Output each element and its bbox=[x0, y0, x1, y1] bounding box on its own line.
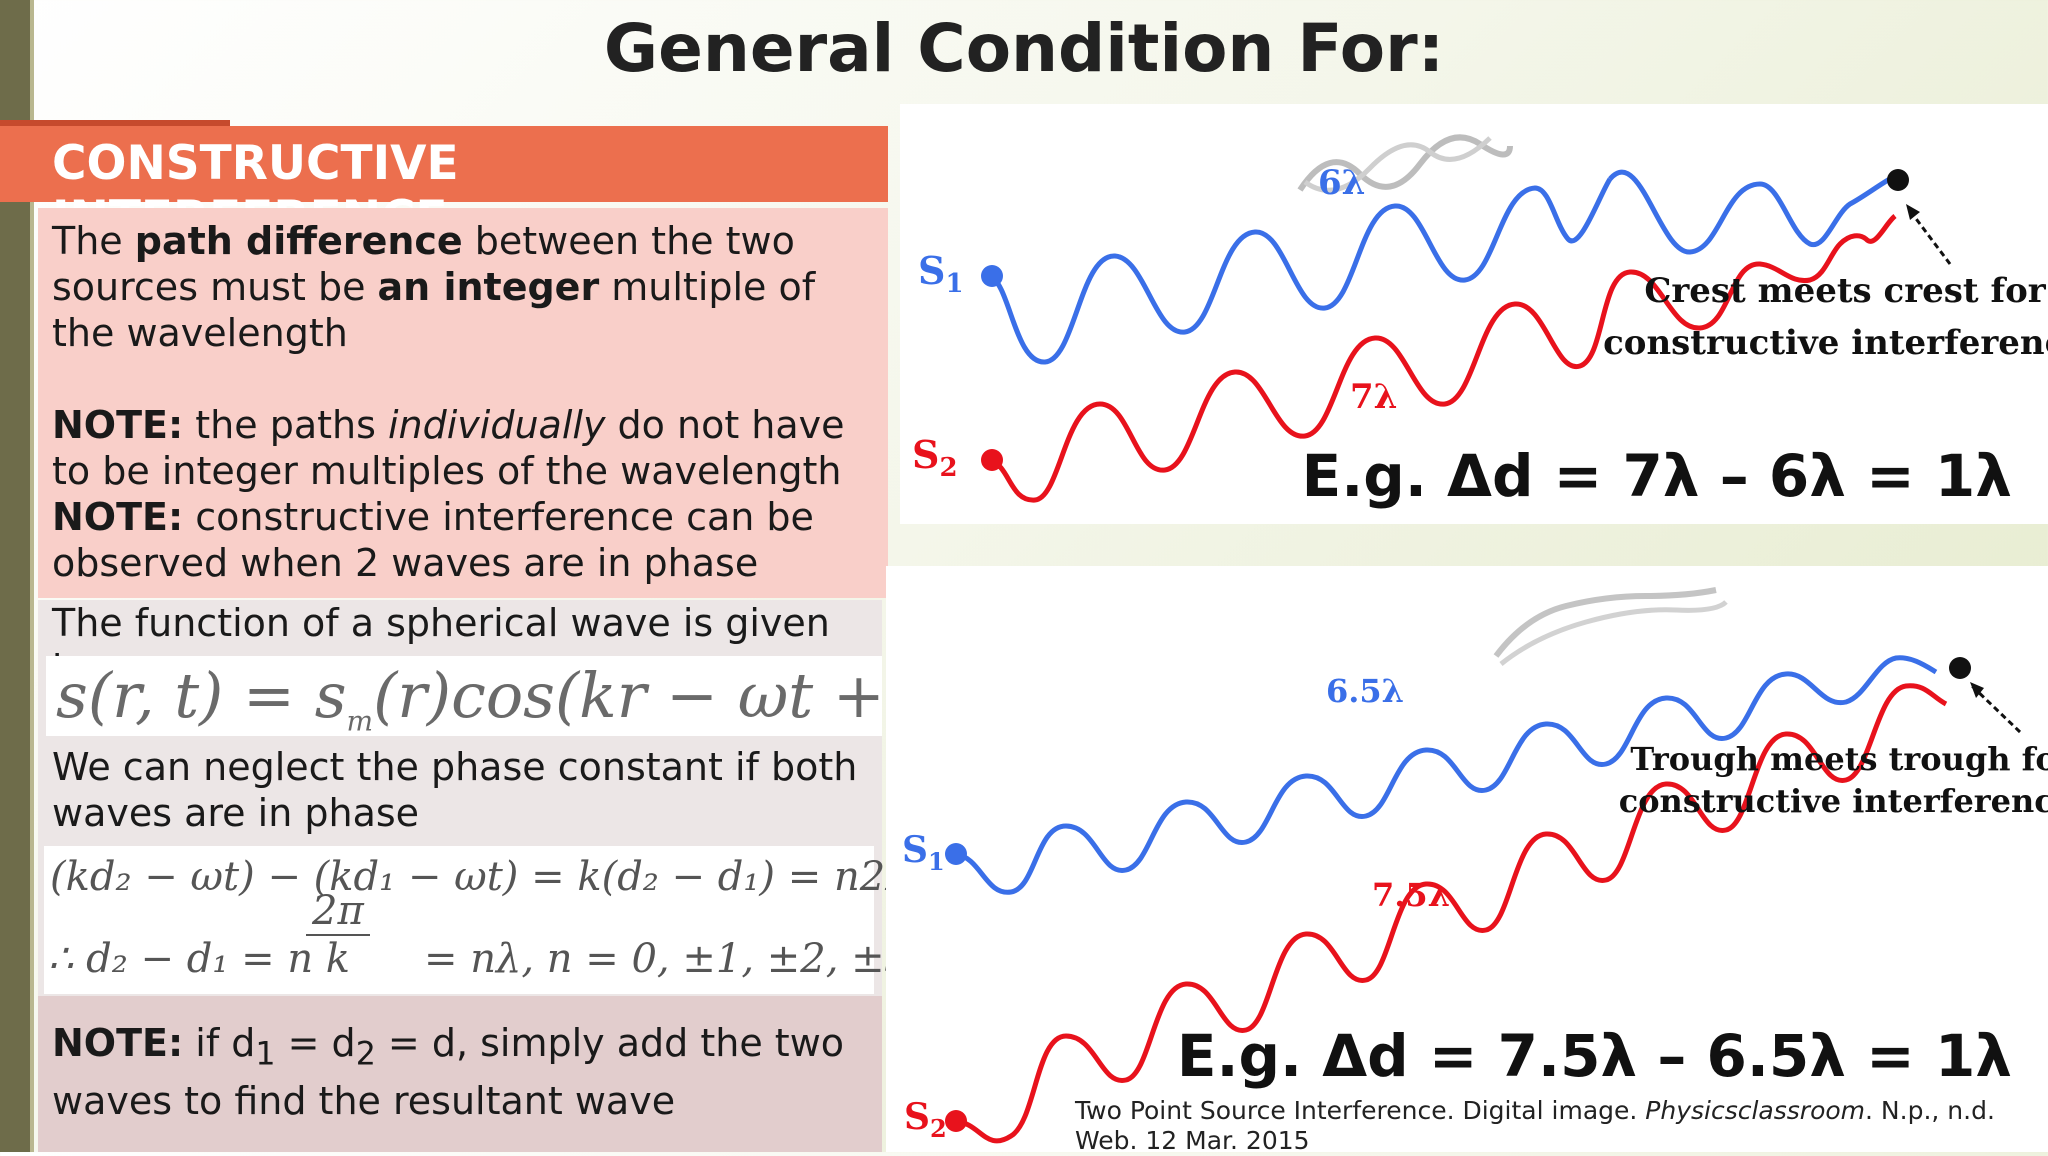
s2-label: S2 bbox=[912, 432, 958, 483]
caption-line-1: Trough meets trough for bbox=[1630, 740, 2048, 778]
red-wave-label: 7λ bbox=[1350, 377, 1398, 417]
s1-label: S1 bbox=[918, 248, 964, 299]
gray-wave-upper bbox=[1297, 134, 1513, 192]
blue-wave-label: 6λ bbox=[1318, 163, 1366, 203]
crest-meets-crest-diagram: S1 S2 6λ 7λ Crest meets crest for constr… bbox=[900, 104, 2048, 524]
pointer-arrow bbox=[1906, 207, 1952, 265]
gray-wave-upper bbox=[1493, 587, 1717, 658]
red-wave bbox=[955, 683, 1948, 1144]
spherical-wave-equation: s(r, t) = sm(r)cos(kr − ωt + φ) bbox=[46, 656, 972, 737]
caption-line-1: Crest meets crest for bbox=[1644, 271, 2046, 311]
caption-line-2: constructive interference. bbox=[1619, 782, 2048, 820]
phase-constant-text: We can neglect the phase constant if bot… bbox=[52, 745, 858, 835]
path-difference-text: The path difference between the two sour… bbox=[52, 219, 816, 355]
meeting-point-dot bbox=[1949, 657, 1971, 679]
example-top: E.g. Δd = 7λ – 6λ = 1λ bbox=[1301, 442, 2012, 510]
gray-wave-lower bbox=[1303, 136, 1492, 193]
source-s1-dot bbox=[981, 265, 1003, 287]
header-accent bbox=[0, 120, 230, 128]
note-individual-paths: NOTE: the paths individually do not have… bbox=[52, 403, 845, 493]
slide-title: General Condition For: bbox=[603, 10, 1445, 87]
condition-panel: The path difference between the two sour… bbox=[38, 208, 888, 598]
s2-label: S2 bbox=[904, 1096, 947, 1143]
note-in-phase: NOTE: constructive interference can be o… bbox=[52, 495, 814, 585]
pointer-arrow bbox=[1970, 684, 2022, 734]
blue-wave-tail bbox=[1608, 169, 1897, 255]
equation-line-2-end: = nλ, n = 0, ±1, ±2, ±3 bbox=[424, 936, 911, 982]
meeting-point-dot bbox=[1887, 169, 1909, 191]
image-credit: Two Point Source Interference. Digital i… bbox=[1075, 1096, 1995, 1155]
red-wave bbox=[988, 214, 1897, 503]
equation-fraction: 2π k bbox=[306, 888, 370, 982]
blue-wave bbox=[955, 655, 1938, 895]
spherical-wave-text: The function of a spherical wave is give… bbox=[52, 601, 830, 691]
s1-label: S1 bbox=[902, 829, 945, 876]
red-wave-label: 7.5λ bbox=[1372, 876, 1450, 914]
example-bottom: E.g. Δd = 7.5λ – 6.5λ = 1λ bbox=[1176, 1022, 2012, 1090]
source-s1-dot bbox=[945, 843, 967, 865]
path-difference-equation: (kd₂ − ωt) − (kd₁ − ωt) = k(d₂ − d₁) = n… bbox=[44, 846, 911, 994]
derivation-panel: The function of a spherical wave is give… bbox=[38, 600, 972, 996]
equation-line-1: (kd₂ − ωt) − (kd₁ − ωt) = k(d₂ − d₁) = n… bbox=[50, 854, 912, 900]
trough-meets-trough-diagram: S1 S2 6.5λ 7.5λ Trough meets trough for … bbox=[886, 566, 2048, 1152]
caption-line-2: constructive interference bbox=[1603, 323, 2048, 363]
source-s2-dot bbox=[945, 1110, 967, 1132]
equation-line-2-start: ∴ d₂ − d₁ = n bbox=[48, 936, 314, 982]
gray-wave-lower bbox=[1499, 600, 1728, 666]
blue-wave-label: 6.5λ bbox=[1326, 672, 1404, 710]
source-s2-dot bbox=[981, 449, 1003, 471]
add-waves-note: NOTE: if d1 = d2 = d, simply add the two… bbox=[38, 996, 882, 1152]
blue-wave bbox=[988, 177, 1613, 365]
section-header: CONSTRUCTIVE INTERFERENCE: bbox=[0, 126, 888, 246]
